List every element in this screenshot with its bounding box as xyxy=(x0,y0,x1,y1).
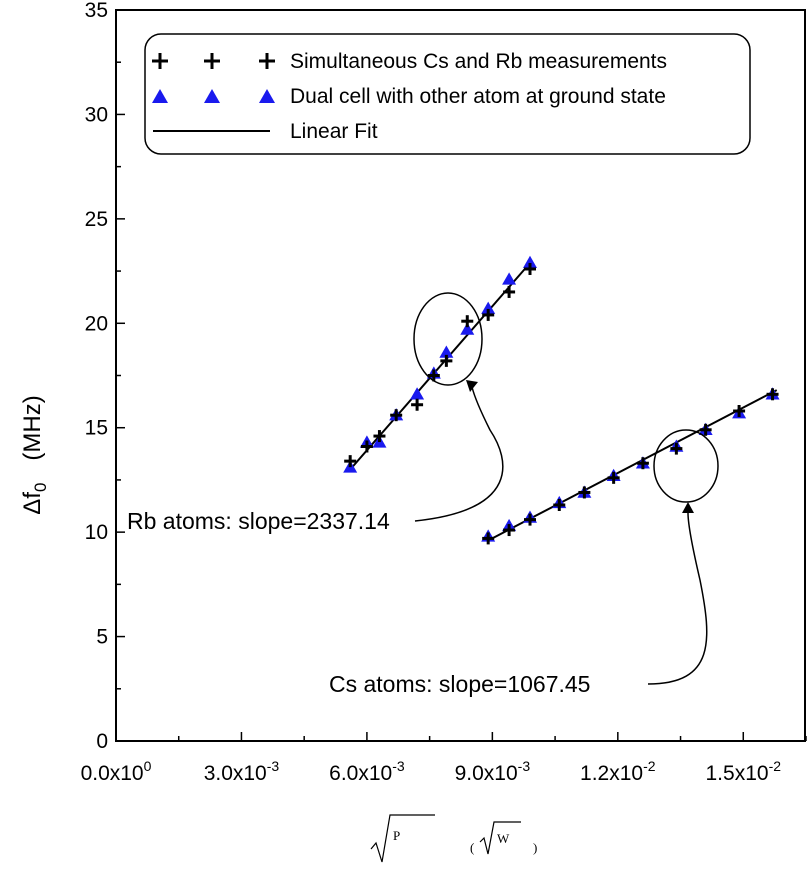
legend-entry-simultaneous: Simultaneous Cs and Rb measurements xyxy=(152,50,667,73)
legend-marker-triangle xyxy=(152,89,168,103)
y-label-unit: (MHz) xyxy=(19,395,46,460)
legend-label-dual-cell: Dual cell with other atom at ground stat… xyxy=(290,85,666,108)
y-tick-label: 35 xyxy=(85,0,108,22)
data-point-cross xyxy=(699,423,712,436)
legend: Simultaneous Cs and Rb measurements Dual… xyxy=(144,33,751,155)
svg-text:Δf0(MHz): Δf0 (MHz) xyxy=(19,395,50,514)
x-axis-label: P ( W ) xyxy=(370,814,537,863)
rb-highlight-ellipse xyxy=(413,292,483,386)
y-label-f: f xyxy=(19,492,46,499)
y-label-sub: 0 xyxy=(31,483,50,492)
data-point-cross xyxy=(373,430,386,443)
data-point-cross xyxy=(482,532,495,545)
data-point-cross xyxy=(360,440,373,453)
data-point-cross xyxy=(636,457,649,470)
data-point-triangle xyxy=(460,322,475,335)
legend-marker-triangle xyxy=(204,89,220,103)
legend-marker-cross xyxy=(259,53,275,69)
data-point-cross xyxy=(503,524,516,537)
data-point-cross xyxy=(607,471,620,484)
y-tick-label: 5 xyxy=(96,626,108,649)
data-point-triangle xyxy=(410,387,425,400)
legend-marker-cross xyxy=(204,53,220,69)
rb-annotation: Rb atoms: slope=2337.14 xyxy=(127,292,504,534)
legend-entry-dual-cell: Dual cell with other atom at ground stat… xyxy=(152,85,666,108)
data-point-cross xyxy=(344,455,357,468)
data-point-cross xyxy=(390,409,403,422)
data-point-triangle xyxy=(502,272,517,285)
x-label-open-paren: ( xyxy=(470,840,474,855)
x-tick-label: 9.0x10-3 xyxy=(455,758,531,785)
y-tick-label: 15 xyxy=(85,417,108,440)
legend-box xyxy=(144,33,751,155)
x-tick-label: 1.5x10-2 xyxy=(706,758,782,785)
x-tick-label: 3.0x10-3 xyxy=(204,758,280,785)
x-tick-label: 1.2x10-2 xyxy=(580,758,656,785)
legend-label-linear-fit: Linear Fit xyxy=(290,120,378,143)
data-point-cross xyxy=(411,398,424,411)
x-label-close-paren: ) xyxy=(533,840,537,855)
data-point-triangle xyxy=(481,301,496,314)
data-point-cross xyxy=(427,369,440,382)
y-axis-ticks: 0 5 10 15 20 25 30 35 xyxy=(85,0,125,753)
legend-entry-linear-fit: Linear Fit xyxy=(153,120,378,143)
x-label-unit: W xyxy=(497,831,510,846)
data-point-triangle xyxy=(439,345,454,358)
cs-arrow-head xyxy=(682,502,694,513)
y-label-delta: Δ xyxy=(19,499,46,515)
data-point-cross xyxy=(461,315,474,328)
data-point-cross xyxy=(553,498,566,511)
x-axis-ticks: 0.0x100 3.0x10-3 6.0x10-3 9.0x10-3 1.2x10-2 1… xyxy=(81,732,807,785)
y-tick-label: 30 xyxy=(85,103,108,126)
data-point-cross xyxy=(440,354,453,367)
data-point-cross xyxy=(524,513,536,526)
data-point-triangle xyxy=(523,255,537,268)
data-point-cross xyxy=(766,388,779,401)
data-point-cross xyxy=(503,285,516,298)
data-point-cross xyxy=(482,308,495,321)
rb-arrow-head xyxy=(466,380,478,392)
y-tick-label: 20 xyxy=(85,312,108,335)
cs-highlight-ellipse xyxy=(653,429,719,503)
cs-fit-line xyxy=(487,389,778,542)
y-tick-label: 0 xyxy=(96,730,108,753)
legend-marker-cross xyxy=(152,53,168,69)
data-points xyxy=(343,255,780,545)
legend-marker-triangle xyxy=(259,89,275,103)
x-tick-label: 6.0x10-3 xyxy=(329,758,405,785)
data-point-cross xyxy=(578,486,591,499)
y-tick-label: 25 xyxy=(85,208,108,231)
cs-slope-label: Cs atoms: slope=1067.45 xyxy=(329,671,590,697)
y-axis-label: Δf0 (MHz) xyxy=(19,395,50,514)
x-label-var: P xyxy=(393,828,400,843)
x-tick-label: 0.0x100 xyxy=(81,758,152,785)
legend-label-simultaneous: Simultaneous Cs and Rb measurements xyxy=(290,50,667,73)
data-point-cross xyxy=(524,262,536,275)
rb-slope-label: Rb atoms: slope=2337.14 xyxy=(127,508,390,534)
cs-arrow-line xyxy=(647,512,708,685)
data-point-cross xyxy=(670,442,683,455)
y-tick-label: 10 xyxy=(85,521,108,544)
data-point-cross xyxy=(733,405,746,418)
cs-annotation: Cs atoms: slope=1067.45 xyxy=(329,429,719,697)
rb-arrow-line xyxy=(414,386,504,522)
